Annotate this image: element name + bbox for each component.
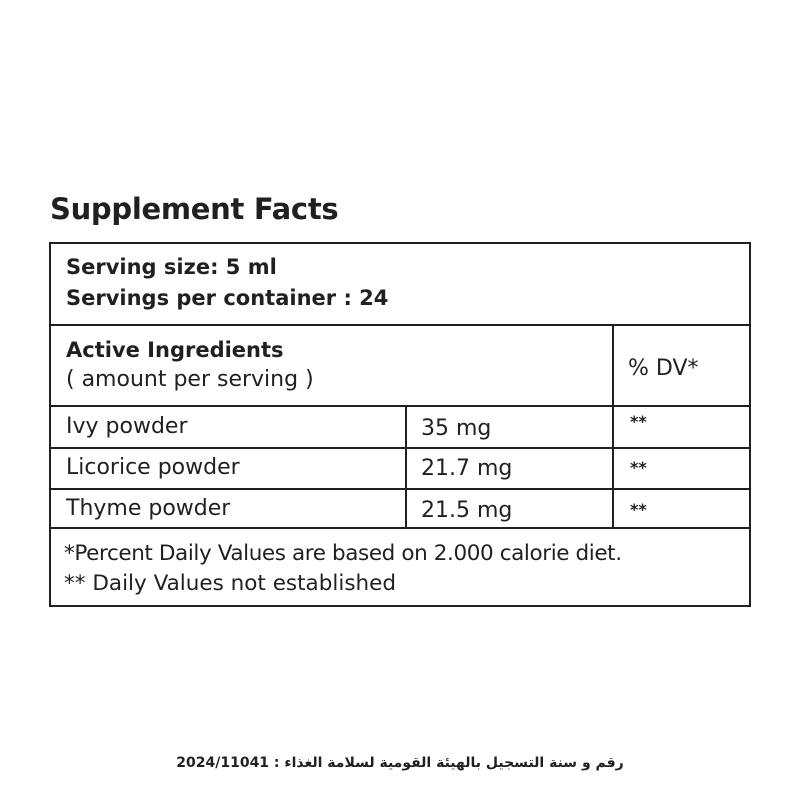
servings-per-container: Servings per container : 24 xyxy=(66,286,389,310)
divider xyxy=(49,447,751,449)
ingredients-header: Active Ingredients xyxy=(66,338,284,362)
divider xyxy=(49,527,751,529)
ingredient-name: Licorice powder xyxy=(66,455,240,480)
divider xyxy=(405,405,407,529)
dv-not-established-note: ** Daily Values not established xyxy=(64,571,397,596)
ingredient-amount: 21.5 mg xyxy=(421,498,513,523)
ingredient-dv: ** xyxy=(630,500,647,519)
table-border xyxy=(49,242,751,607)
dv-header: % DV* xyxy=(628,356,699,381)
ingredient-dv: ** xyxy=(630,458,647,477)
registration-number: رقم و سنة التسجيل بالهيئة القومية لسلامة… xyxy=(176,755,624,771)
ingredient-amount: 21.7 mg xyxy=(421,456,513,481)
page-title: Supplement Facts xyxy=(50,192,339,226)
divider xyxy=(49,488,751,490)
divider xyxy=(612,324,614,529)
ingredient-name: Ivy powder xyxy=(66,414,188,439)
serving-size: Serving size: 5 ml xyxy=(66,255,277,279)
percent-dv-note: *Percent Daily Values are based on 2.000… xyxy=(64,541,622,566)
ingredient-amount: 35 mg xyxy=(421,416,492,441)
ingredient-dv: ** xyxy=(630,412,647,431)
amount-note: ( amount per serving ) xyxy=(66,367,314,392)
divider xyxy=(49,324,751,326)
ingredient-name: Thyme powder xyxy=(66,496,231,521)
divider xyxy=(49,405,751,407)
